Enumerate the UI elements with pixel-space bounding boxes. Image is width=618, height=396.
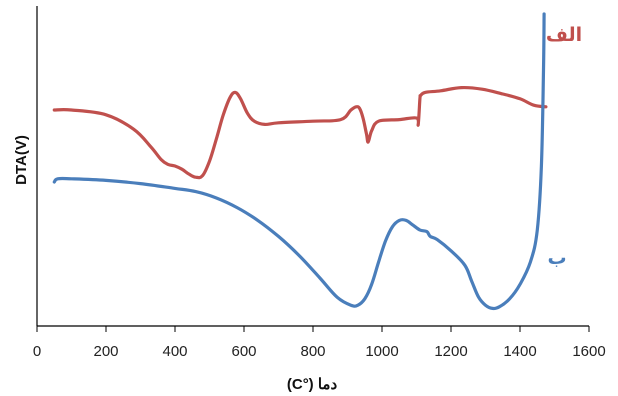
x-tick-label: 600 [231,343,256,360]
series-layer [52,12,548,311]
x-axis-title: دما (°C) [287,376,338,393]
x-tick-label: 400 [162,343,187,360]
x-tick-label: 200 [93,343,118,360]
series-label-b: ب [547,247,566,269]
x-tick-label: 1400 [503,343,536,360]
series-line-a [52,85,548,180]
series-label-a: الف [546,24,582,46]
x-tick-label: 1200 [434,343,467,360]
y-axis-title: DTA(V) [13,135,30,185]
labels-layer: دما (°C) DTA(V) الف ب [13,24,582,393]
axes: 0 200 400 600 800 1000 1200 1400 1600 [33,6,606,360]
x-tick-label: 0 [33,343,41,360]
x-tick-label: 1000 [365,343,398,360]
series-line-b [52,12,546,311]
x-tick-label: 1600 [572,343,605,360]
x-tick-label: 800 [300,343,325,360]
